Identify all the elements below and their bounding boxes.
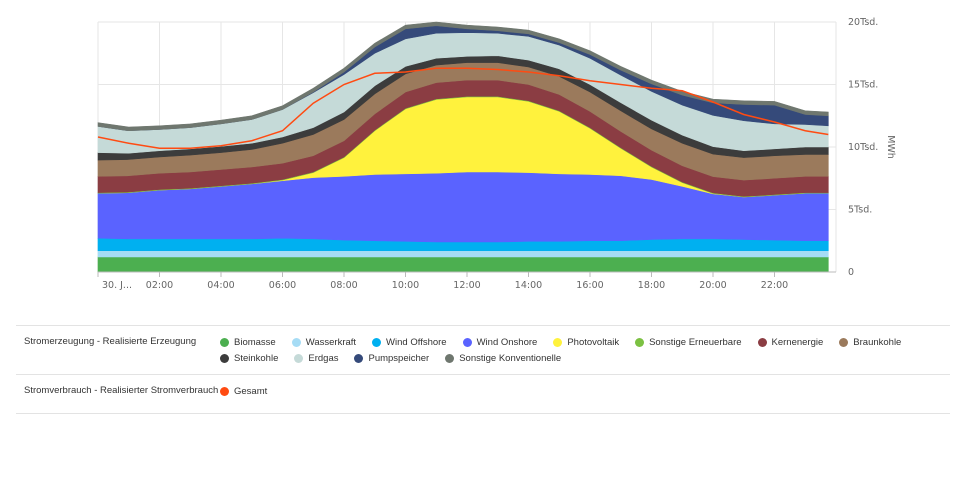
- legend-item-label: Pumpspeicher: [368, 352, 430, 364]
- legend-item-erdgas[interactable]: Erdgas: [294, 350, 338, 366]
- legend-item-wind-offshore[interactable]: Wind Offshore: [372, 334, 447, 350]
- legend-marker-icon: [220, 386, 229, 396]
- chart: 30. J... 02:00 04:00 06:00 08:00 10:00 12:00 14…: [97, 17, 896, 291]
- x-tick-label: 06:00: [269, 280, 296, 291]
- legend-marker-icon: [462, 337, 472, 347]
- x-tick-label: 14:00: [515, 280, 542, 291]
- legend-marker-icon: [839, 337, 849, 347]
- legend-marker-icon: [635, 337, 645, 347]
- x-tick-label: 22:00: [761, 280, 788, 291]
- x-axis: 30. J... 02:00 04:00 06:00 08:00 10:00 12:00 14…: [97, 271, 836, 291]
- legend-item-label: Wind Onshore: [476, 336, 538, 348]
- legend-item-pumpspeicher[interactable]: Pumpspeicher: [354, 350, 429, 366]
- area-biomasse: [97, 256, 829, 273]
- x-tick-label: 16:00: [576, 280, 603, 291]
- chart-areas: [97, 21, 829, 273]
- legend-item-sonstige-erneuerbare[interactable]: Sonstige Erneuerbare: [635, 334, 742, 350]
- area-sonstige-konventionelle: [97, 21, 829, 132]
- x-tick-label: 08:00: [330, 280, 357, 291]
- x-tick-label: 04:00: [207, 280, 234, 291]
- y-tick-label: 0: [848, 267, 854, 278]
- x-tick-label: 10:00: [392, 280, 419, 291]
- legend-item-kernenergie[interactable]: Kernenergie: [757, 334, 824, 350]
- y-tick-label: 20Tsd.: [848, 17, 878, 28]
- legend-marker-icon: [354, 353, 364, 363]
- y-tick-label: 15Tsd.: [848, 80, 878, 91]
- legend-group-label: Stromerzeugung - Realisierte Erzeugung: [24, 336, 197, 347]
- legend-marker-icon: [294, 353, 304, 363]
- legend-item-gesamt[interactable]: Gesamt: [220, 383, 267, 399]
- chart-lines: [97, 67, 829, 149]
- line-gesamt: [97, 67, 829, 149]
- legend-item-label: Braunkohle: [853, 336, 902, 348]
- legend-marker-icon: [553, 337, 563, 347]
- x-tick-label: 02:00: [146, 280, 173, 291]
- legend-group-consumption: Stromverbrauch - Realisierter Stromverbr…: [16, 374, 950, 414]
- legend-item-biomasse[interactable]: Biomasse: [220, 334, 276, 350]
- legend-items: Gesamt: [220, 383, 950, 405]
- legend-item-wasserkraft[interactable]: Wasserkraft: [291, 334, 357, 350]
- legend-group-label: Stromverbrauch - Realisierter Stromverbr…: [24, 385, 219, 396]
- y-tick-label: 5Tsd.: [848, 205, 872, 216]
- x-tick-label: 30. J...: [102, 280, 132, 291]
- legend-item-label: Gesamt: [234, 385, 268, 397]
- legend-item-wind-onshore[interactable]: Wind Onshore: [462, 334, 538, 350]
- legend-item-label: Steinkohle: [234, 352, 279, 364]
- legend-group-generation: Stromerzeugung - Realisierte Erzeugung B…: [16, 325, 950, 374]
- area-wasserkraft: [97, 250, 829, 258]
- x-tick-label: 12:00: [453, 280, 480, 291]
- legend-marker-icon: [291, 337, 301, 347]
- legend-marker-icon: [757, 337, 767, 347]
- legend-item-steinkohle[interactable]: Steinkohle: [220, 350, 278, 366]
- legend-item-label: Wind Offshore: [386, 336, 447, 348]
- legend-marker-icon: [445, 353, 455, 363]
- legend-marker-icon: [220, 353, 229, 363]
- legend-items: Biomasse Wasserkraft Wind Offshore Wind Ons…: [220, 334, 950, 366]
- legend-marker-icon: [372, 337, 382, 347]
- y-axis: 0 5Tsd. 10Tsd. 15Tsd. 20Tsd.: [848, 17, 878, 278]
- legend-item-sonstige-konventionelle[interactable]: Sonstige Konventionelle: [445, 350, 561, 366]
- legend-item-label: Erdgas: [308, 352, 339, 364]
- y-axis-label: MWh: [885, 135, 896, 159]
- legend: Stromerzeugung - Realisierte Erzeugung B…: [16, 325, 950, 414]
- legend-item-label: Wasserkraft: [305, 336, 357, 348]
- legend-item-photovoltaik[interactable]: Photovoltaik: [553, 334, 619, 350]
- legend-item-braunkohle[interactable]: Braunkohle: [839, 334, 901, 350]
- x-tick-label: 20:00: [699, 280, 726, 291]
- x-tick-label: 18:00: [638, 280, 665, 291]
- legend-item-label: Sonstige Erneuerbare: [649, 336, 742, 348]
- legend-item-label: Kernenergie: [771, 336, 824, 348]
- legend-item-label: Photovoltaik: [567, 336, 620, 348]
- legend-item-label: Biomasse: [234, 336, 276, 348]
- legend-item-label: Sonstige Konventionelle: [459, 352, 562, 364]
- y-tick-label: 10Tsd.: [848, 142, 878, 153]
- legend-marker-icon: [220, 337, 229, 347]
